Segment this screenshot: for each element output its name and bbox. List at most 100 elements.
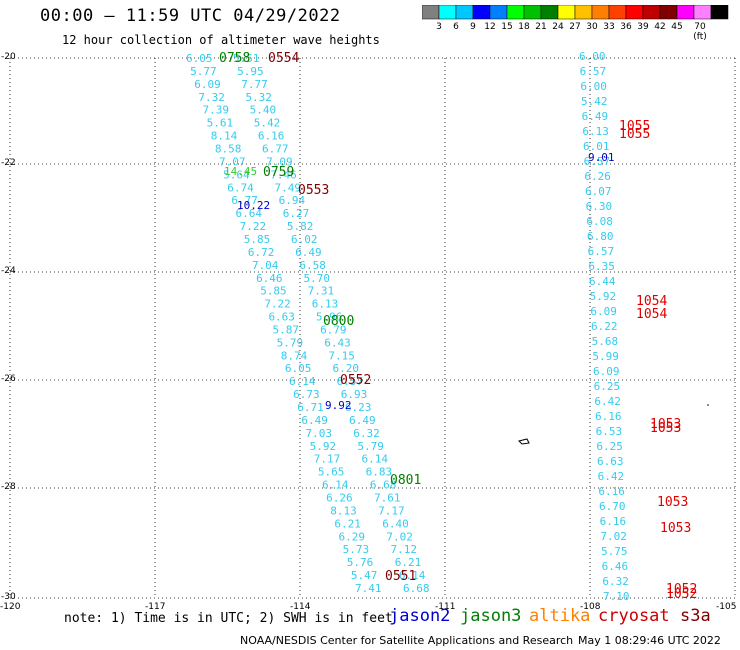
track-c-value: 6.42 bbox=[598, 470, 625, 483]
track-b-value: 5.79 bbox=[357, 440, 384, 453]
track-c-value: 6.57 bbox=[588, 245, 615, 258]
track-a-value: 7.04 bbox=[252, 259, 279, 272]
track-b-value: 7.61 bbox=[374, 492, 401, 505]
track-a-value: 5.77 bbox=[190, 65, 217, 78]
track-a-value: 8.14 bbox=[211, 130, 238, 143]
track-c-value: 6.16 bbox=[595, 410, 622, 423]
track-b-value: 6.13 bbox=[312, 298, 339, 311]
color-scale-label: 3 bbox=[436, 22, 442, 32]
high-swh-value: 10.22 bbox=[237, 199, 270, 212]
altimeter-tracks: 6.055.776.097.327.395.618.148.587.075.64… bbox=[186, 50, 697, 603]
track-b-value: 6.20 bbox=[333, 362, 360, 375]
legend-jason3: jason3 bbox=[460, 606, 522, 626]
track-c-value: 6.09 bbox=[590, 305, 617, 318]
track-b-value: 7.09 bbox=[266, 155, 293, 168]
track-b-value: 6.49 bbox=[295, 246, 322, 259]
track-b-value: 7.46 bbox=[270, 168, 297, 181]
track-a-value: 6.74 bbox=[227, 181, 254, 194]
track-b-value: 6.58 bbox=[299, 259, 326, 272]
track-c-value: 6.00 bbox=[579, 50, 606, 63]
track-b-value: 6.83 bbox=[366, 466, 393, 479]
track-c-value: 6.63 bbox=[597, 455, 624, 468]
pass-time-label: 1053 bbox=[650, 417, 681, 432]
legend-jason2: jason2 bbox=[389, 606, 451, 626]
track-a-value: 7.03 bbox=[306, 427, 333, 440]
track-c-value: 6.30 bbox=[586, 200, 613, 213]
track-c-value: 7.10 bbox=[603, 590, 630, 603]
track-a-value: 6.26 bbox=[326, 492, 353, 505]
color-scale-label: 21 bbox=[535, 22, 547, 32]
track-b-value: 7.31 bbox=[308, 285, 335, 298]
track-a-value: 7.41 bbox=[355, 582, 382, 595]
pass-time-label: 1054 bbox=[636, 294, 667, 309]
lat-tick-label: -20 bbox=[1, 52, 16, 62]
track-b-value: 5.95 bbox=[237, 65, 264, 78]
track-c-value: 6.26 bbox=[584, 170, 611, 183]
track-c-value: 6.25 bbox=[594, 380, 621, 393]
pass-time-label: 0758 bbox=[219, 51, 250, 66]
track-c-value: 6.53 bbox=[596, 425, 623, 438]
track-b-value: 6.40 bbox=[382, 517, 409, 530]
high-swh-value: 9.01 bbox=[588, 151, 615, 164]
track-c-value: 6.22 bbox=[591, 320, 618, 333]
track-b-value: 5.51 bbox=[233, 52, 260, 65]
track-c-value: 5.75 bbox=[601, 545, 628, 558]
track-a-value: 7.39 bbox=[202, 104, 229, 117]
track-a-value: 7.32 bbox=[198, 91, 225, 104]
track-a-value: 6.29 bbox=[339, 530, 366, 543]
track-a-value: 6.05 bbox=[186, 52, 213, 65]
pass-time-label: 0801 bbox=[390, 473, 421, 488]
color-scale-label: 15 bbox=[501, 22, 513, 32]
track-b-value: 6.02 bbox=[291, 233, 318, 246]
track-a-value: 6.14 bbox=[289, 375, 316, 388]
track-b-value: 5.40 bbox=[250, 104, 277, 117]
credit-date: May 1 08:29:46 UTC 2022 bbox=[578, 634, 721, 647]
track-a-value: 5.85 bbox=[260, 285, 287, 298]
map-grid bbox=[9, 57, 736, 599]
track-c-value: 6.42 bbox=[594, 395, 621, 408]
color-scale-label: 6 bbox=[453, 22, 459, 32]
track-b-value: 5.42 bbox=[254, 117, 280, 130]
track-b-value: 6.68 bbox=[403, 582, 430, 595]
color-scale-labels: 3 6 9 12 15 18 21 24 27 30 33 36 39 42 45 70 (ft) bbox=[422, 22, 730, 42]
color-scale-label: 18 bbox=[518, 22, 530, 32]
track-a-value: 5.47 bbox=[351, 569, 378, 582]
pass-time-label: 0554 bbox=[268, 51, 299, 66]
track-a-value: 5.64 bbox=[223, 168, 250, 181]
track-b-value: 5.96 bbox=[316, 311, 343, 324]
track-b-value: 6.14 bbox=[399, 569, 426, 582]
track-c-value: 6.16 bbox=[598, 485, 625, 498]
credit-text: NOAA/NESDIS Center for Satellite Applica… bbox=[240, 634, 574, 647]
island-outline bbox=[518, 404, 709, 445]
color-scale-label: 9 bbox=[470, 22, 476, 32]
lon-tick-label: -108 bbox=[580, 602, 601, 612]
track-c-value: 6.08 bbox=[586, 215, 613, 228]
track-a-value: 6.63 bbox=[268, 311, 295, 324]
track-a-value: 5.79 bbox=[277, 336, 304, 349]
track-b-value: 5.82 bbox=[287, 220, 314, 233]
track-a-value: 5.61 bbox=[207, 117, 234, 130]
track-a-value: 6.46 bbox=[256, 272, 283, 285]
track-a-value: 5.85 bbox=[244, 233, 271, 246]
pass-time-label: 1053 bbox=[660, 521, 691, 536]
pass-time-label: 0800 bbox=[323, 314, 354, 329]
lon-tick-label: -117 bbox=[145, 602, 166, 612]
track-c-value: 6.16 bbox=[600, 515, 627, 528]
pass-time-label: 0553 bbox=[298, 183, 329, 198]
track-b-value: 5.70 bbox=[303, 272, 330, 285]
track-c-value: 6.57 bbox=[580, 65, 607, 78]
lon-tick-label: -111 bbox=[435, 602, 456, 612]
lat-tick-label: -22 bbox=[1, 158, 16, 168]
track-b-value: 6.14 bbox=[362, 453, 389, 466]
track-c-value: 6.70 bbox=[599, 500, 626, 513]
track-b-value: 7.77 bbox=[241, 78, 267, 91]
track-a-value: 6.64 bbox=[235, 207, 262, 220]
pass-time-label: 1052 bbox=[666, 582, 697, 597]
high-swh-value: 14.45 bbox=[224, 165, 257, 178]
track-a-value: 6.14 bbox=[322, 479, 349, 492]
high-swh-value: 9.92 bbox=[325, 399, 352, 412]
track-a-value: 6.73 bbox=[293, 388, 320, 401]
track-b-value: 7.15 bbox=[328, 349, 355, 362]
track-c-value: 6.49 bbox=[582, 110, 609, 123]
track-b-value: 6.23 bbox=[345, 401, 372, 414]
